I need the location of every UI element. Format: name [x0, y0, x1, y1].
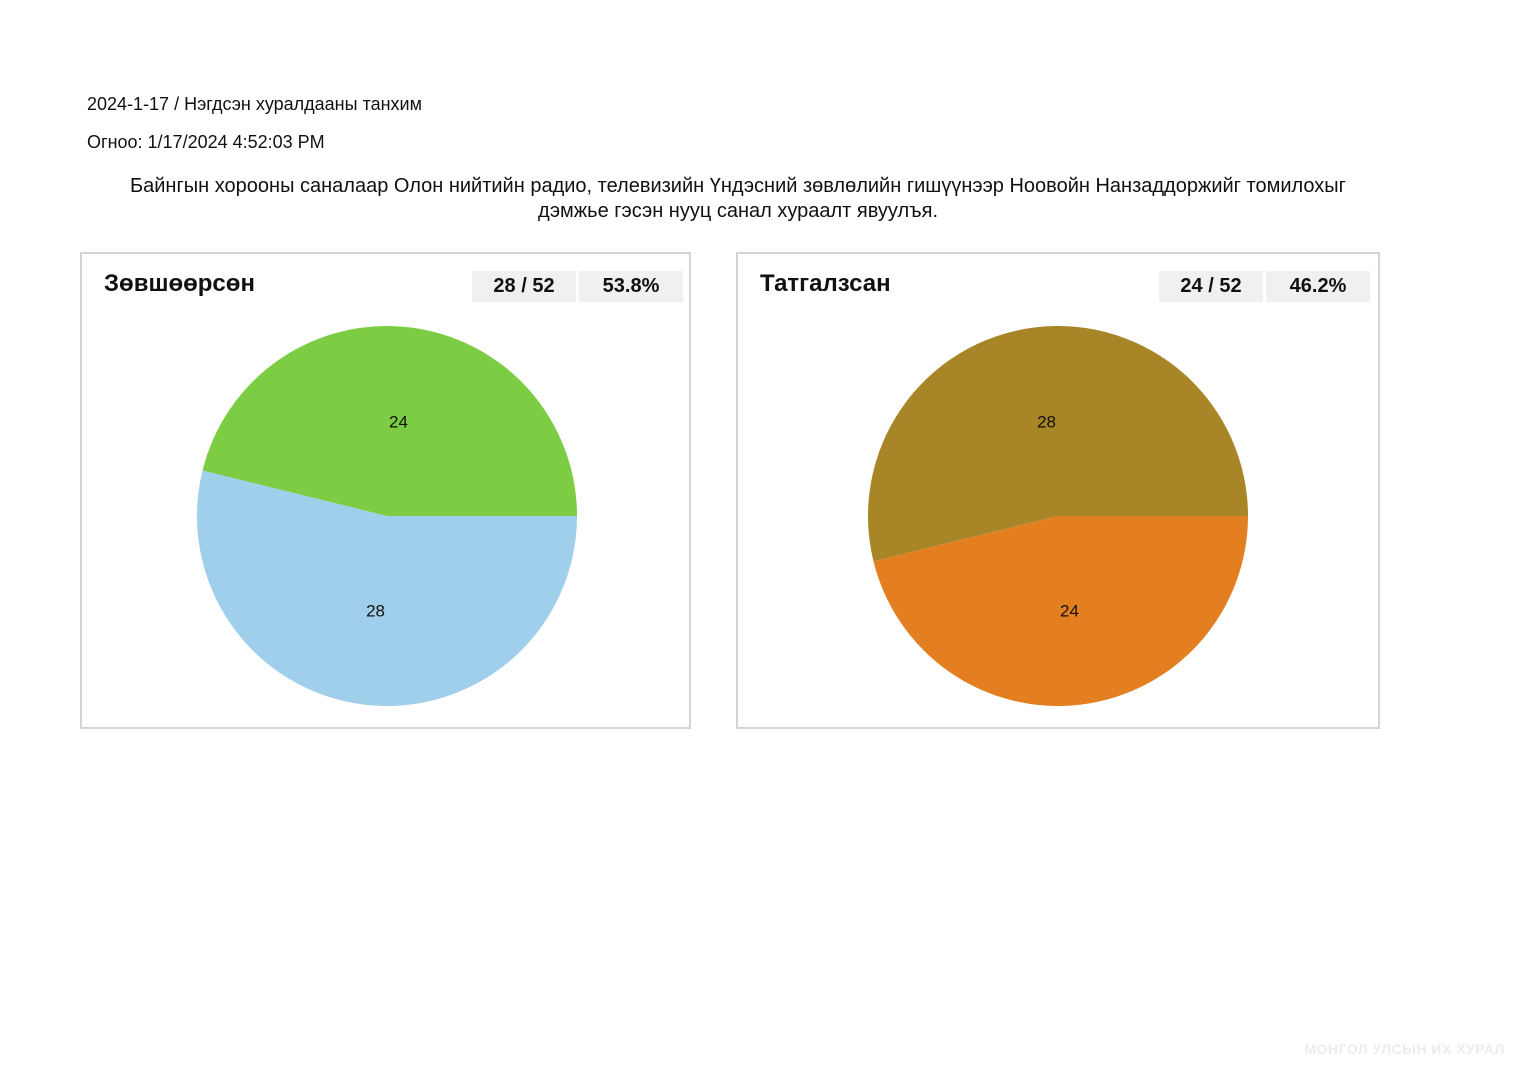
- pie-slice-label-1-0: 28: [1037, 413, 1056, 432]
- pie-slice-label-0-1: 28: [366, 601, 385, 620]
- session-title: 2024-1-17 / Нэгдсэн хуралдааны танхим: [87, 94, 422, 114]
- reject-count: 24 / 52: [1159, 271, 1263, 302]
- approve-percent: 53.8%: [579, 271, 683, 302]
- pie-slice-0-0: [202, 326, 577, 516]
- pie-slice-label-0-0: 24: [389, 413, 408, 432]
- pie-slice-1-1: [873, 516, 1248, 706]
- pie-slice-label-1-1: 24: [1060, 601, 1079, 620]
- approve-panel: 24 28 Зөвшөөрсөн 28 / 52 53.8%: [80, 252, 691, 729]
- approve-count: 28 / 52: [472, 271, 576, 302]
- approve-pie-chart: 24 28: [197, 326, 577, 706]
- reject-percent: 46.2%: [1266, 271, 1370, 302]
- reject-title: Татгалзсан: [760, 270, 891, 297]
- watermark: МОНГОЛ УЛСЫН ИХ ХУРАЛ: [1304, 1041, 1505, 1057]
- pie-slice-1-0: [868, 325, 1248, 562]
- vote-description: Байнгын хорооны саналаар Олон нийтийн ра…: [130, 175, 1346, 222]
- vote-date: Огноо: 1/17/2024 4:52:03 PM: [87, 132, 325, 152]
- reject-panel: 28 24 Татгалзсан 24 / 52 46.2%: [736, 252, 1380, 729]
- pie-slice-0-1: [197, 470, 577, 706]
- approve-title: Зөвшөөрсөн: [104, 270, 255, 297]
- reject-pie-chart: 28 24: [868, 325, 1248, 706]
